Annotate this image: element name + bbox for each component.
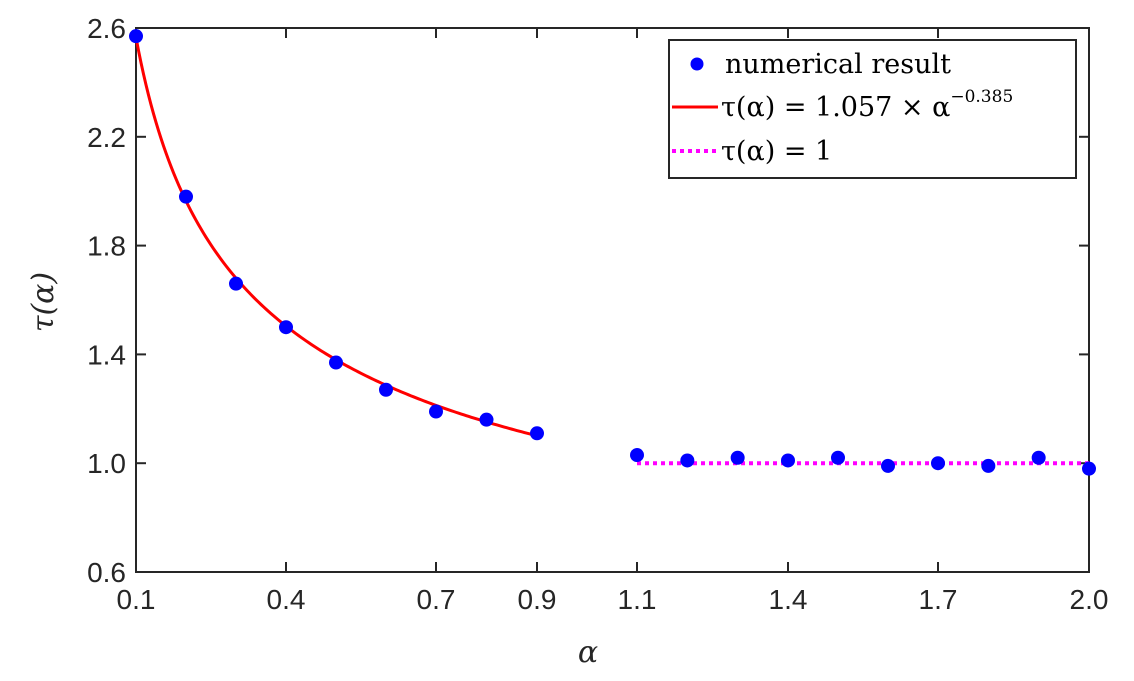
x-tick-label: 0.1 [117, 584, 156, 615]
legend: numerical result τ(α) = 1.057 × α−0.385 … [668, 39, 1077, 179]
x-tick-label: 1.7 [919, 584, 958, 615]
legend-label-fit: τ(α) = 1.057 × α−0.385 [721, 87, 1013, 123]
data-point [781, 453, 795, 468]
data-point [630, 448, 644, 463]
y-tick-label: 0.6 [87, 557, 126, 588]
data-point [881, 458, 895, 473]
y-tick-label: 1.8 [87, 231, 126, 262]
data-point [329, 355, 343, 370]
data-point [279, 320, 293, 335]
y-tick-label: 2.6 [87, 13, 126, 44]
data-point [680, 453, 695, 468]
plot-area [135, 27, 1090, 573]
y-axis-title: τ(α) [26, 272, 61, 332]
data-point [1082, 461, 1096, 476]
y-tick-label: 1.4 [87, 339, 126, 370]
data-point [429, 404, 443, 419]
data-point [379, 382, 393, 397]
y-tick-label: 1.0 [87, 448, 126, 479]
legend-box [668, 39, 1077, 179]
data-point [479, 412, 494, 427]
plot-frame [135, 27, 1090, 573]
data-point [129, 29, 143, 44]
legend-label-fit-base: τ(α) = 1.057 × α [721, 92, 950, 123]
x-tick-label: 2.0 [1070, 584, 1109, 615]
x-axis-title: α [578, 635, 598, 670]
x-tick-label: 0.7 [417, 584, 456, 615]
x-axis: 0.1 0.4 0.7 0.9 1.1 1.4 1.7 2.0 [117, 28, 1109, 615]
data-point [981, 458, 996, 473]
data-point [1031, 450, 1046, 465]
x-tick-label: 0.4 [267, 584, 306, 615]
legend-marker-numerical [690, 57, 704, 71]
data-point [229, 276, 243, 291]
x-tick-label: 1.4 [769, 584, 808, 615]
series-layer [129, 29, 1096, 476]
data-point [831, 450, 845, 465]
x-tick-label: 1.1 [618, 584, 657, 615]
legend-label-constant: τ(α) = 1 [721, 136, 832, 167]
data-point [179, 189, 193, 204]
legend-label-fit-exponent: −0.385 [950, 87, 1013, 107]
legend-label-numerical: numerical result [725, 49, 951, 80]
data-point [530, 426, 544, 441]
x-tick-label: 0.9 [518, 584, 557, 615]
fit-curve [134, 37, 538, 438]
data-point [730, 450, 745, 465]
y-axis: 0.6 1.0 1.4 1.8 2.2 2.6 [87, 13, 1089, 588]
y-tick-label: 2.2 [87, 122, 126, 153]
data-point [931, 456, 945, 471]
